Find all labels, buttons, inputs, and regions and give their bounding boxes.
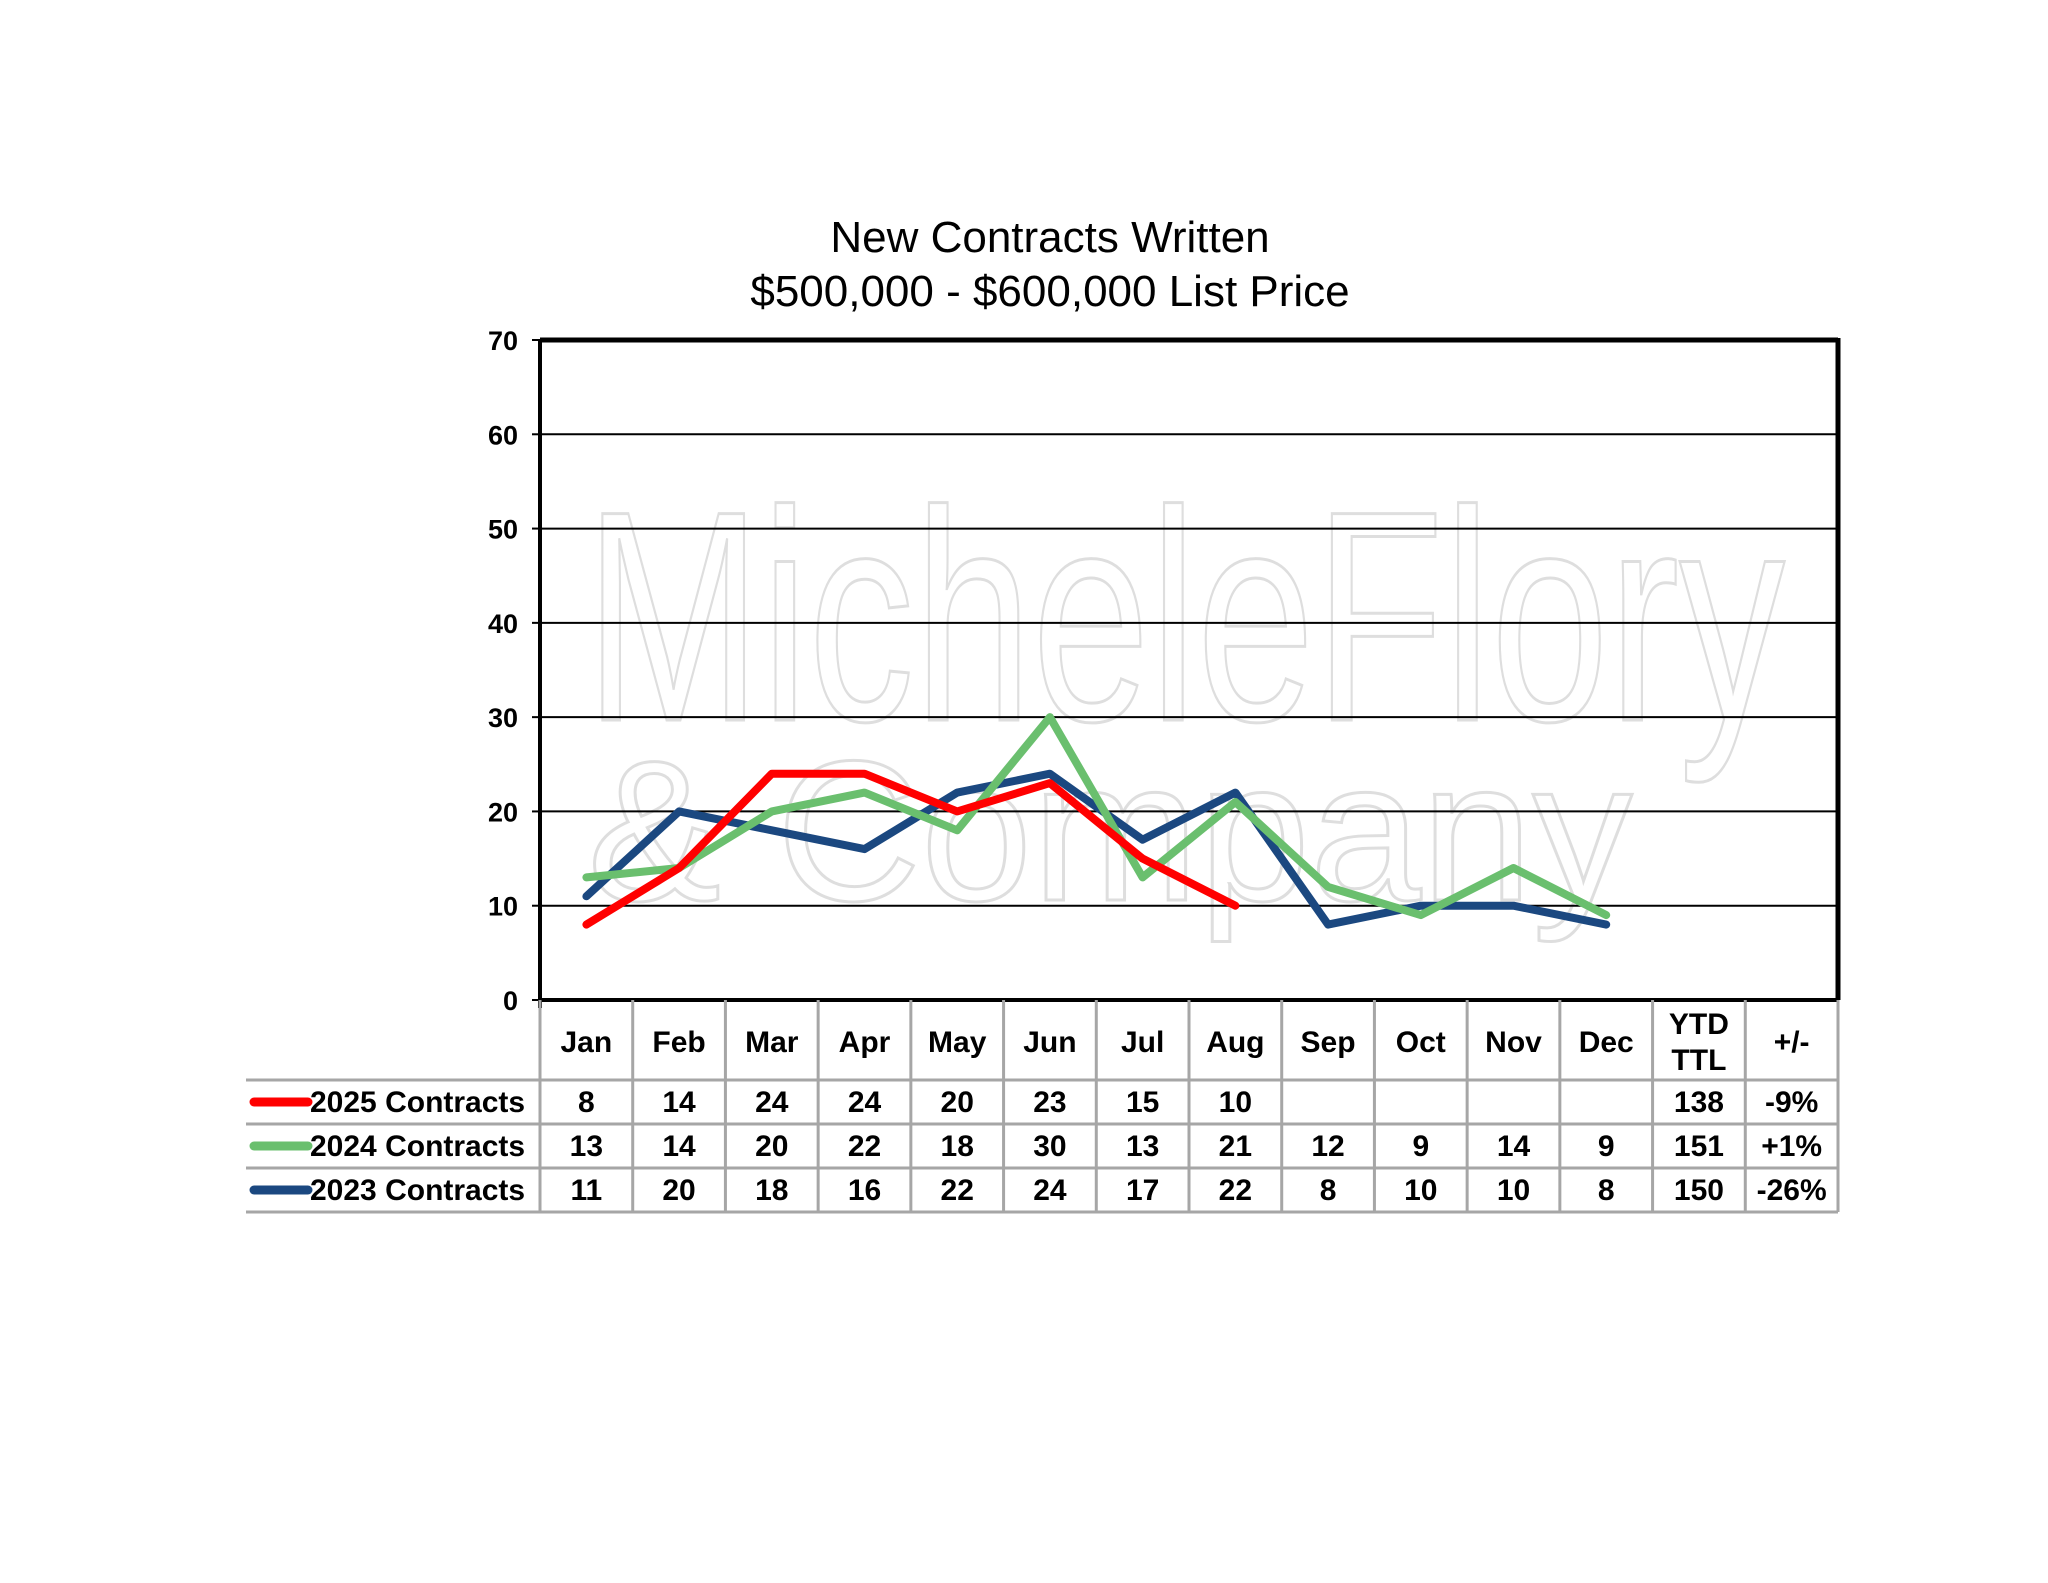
change-pct: -9% [1765,1086,1818,1119]
watermark: MicheleFlory& Company [584,447,1787,945]
x-tick-label: Jan [561,1026,613,1059]
x-tick-label: May [928,1026,987,1059]
data-label: 24 [1033,1174,1067,1207]
x-tick-label: Jun [1023,1026,1076,1059]
data-label: 12 [1311,1130,1344,1163]
y-tick-label: 50 [488,515,518,545]
legend-label: 2024 Contracts [310,1130,525,1163]
change-pct: +1% [1761,1130,1822,1163]
ytd-total: 150 [1674,1174,1724,1207]
data-label: 14 [662,1086,696,1119]
data-label: 20 [662,1174,695,1207]
x-tick-label: Jul [1121,1026,1164,1059]
data-label: 16 [848,1174,881,1207]
x-tick-label: Sep [1301,1026,1356,1059]
data-label: 8 [1320,1174,1337,1207]
legend-label: 2023 Contracts [310,1174,525,1207]
y-tick-label: 20 [488,797,518,827]
ytd-total: 151 [1674,1130,1724,1163]
data-label: 24 [848,1086,882,1119]
chart-title: New Contracts Written [830,213,1269,262]
y-tick-label: 70 [488,326,518,356]
x-tick-label: Oct [1396,1026,1446,1059]
data-label: 17 [1126,1174,1159,1207]
data-label: 22 [1219,1174,1252,1207]
data-label: 9 [1598,1130,1615,1163]
y-tick-label: 10 [488,892,518,922]
series-line-1 [582,769,1240,929]
y-tick-label: 30 [488,703,518,733]
header-label: TTL [1671,1044,1726,1077]
data-label: 24 [755,1086,789,1119]
data-label: 23 [1033,1086,1066,1119]
y-tick-label: 60 [488,420,518,450]
data-label: 22 [941,1174,974,1207]
x-tick-label: Feb [652,1026,705,1059]
data-label: 11 [570,1174,602,1207]
data-label: 18 [941,1130,974,1163]
series-line-2 [582,713,1611,920]
y-tick-label: 0 [503,986,518,1016]
data-label: 15 [1126,1086,1159,1119]
change-pct: -26% [1757,1174,1827,1207]
legend-label: 2025 Contracts [310,1086,525,1119]
x-tick-label: Aug [1206,1026,1264,1059]
data-label: 8 [578,1086,595,1119]
data-label: 30 [1033,1130,1066,1163]
data-label: 22 [848,1130,881,1163]
x-tick-label: Mar [745,1026,799,1059]
x-tick-label: Nov [1485,1026,1542,1059]
data-label: 9 [1412,1130,1429,1163]
header-label: YTD [1669,1008,1729,1041]
data-label: 8 [1598,1174,1615,1207]
x-tick-label: Apr [839,1026,891,1059]
data-label: 10 [1404,1174,1437,1207]
data-label: 20 [941,1086,974,1119]
data-label: 10 [1497,1174,1530,1207]
x-tick-label: Dec [1579,1026,1634,1059]
data-label: 13 [1126,1130,1159,1163]
data-label: 14 [662,1130,696,1163]
data-label: 10 [1219,1086,1252,1119]
data-label: 21 [1219,1130,1252,1163]
chart-subtitle: $500,000 - $600,000 List Price [750,267,1349,316]
y-tick-label: 40 [488,609,518,639]
data-label: 14 [1497,1130,1531,1163]
watermark-line-1: MicheleFlory [585,448,1785,786]
data-label: 20 [755,1130,788,1163]
header-label: +/- [1774,1026,1810,1059]
ytd-total: 138 [1674,1086,1724,1119]
data-label: 13 [570,1130,603,1163]
data-label: 18 [755,1174,788,1207]
